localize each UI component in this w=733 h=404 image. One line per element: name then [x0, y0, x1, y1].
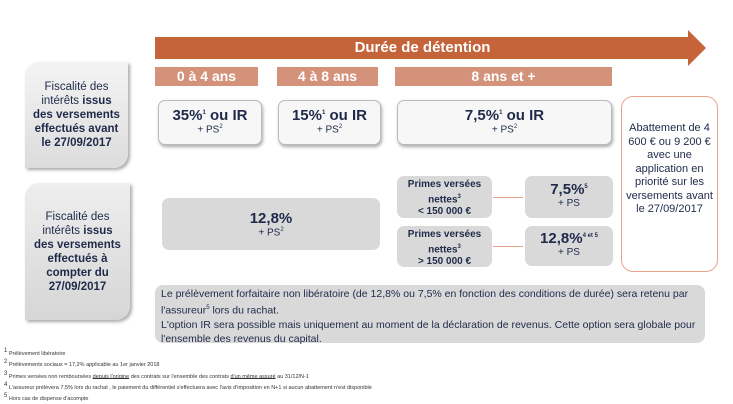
fn-text: depuis l'origine: [92, 373, 130, 380]
note-text: L'option IR sera possible mais uniquemen…: [161, 318, 696, 345]
period-0-4: 0 à 4 ans: [155, 67, 258, 86]
sup: 3: [457, 194, 461, 200]
sup: 2: [219, 124, 223, 130]
note-text: lors du rachat.: [209, 304, 279, 317]
fn-text: Primes versées non remboursées: [8, 373, 93, 380]
ps: + PS: [491, 124, 514, 136]
footnote: 3 Primes versées non remboursées depuis …: [4, 370, 372, 381]
footnote: 5 Hors cas de dispense d'acompte: [4, 392, 372, 403]
sup: 5: [584, 184, 588, 190]
tier-high-condition: Primes versées nettes3 > 150 000 €: [397, 226, 492, 267]
rate: 12,8%: [249, 210, 293, 227]
ps: + PS: [558, 198, 580, 209]
fn-text: d'un même assuré: [230, 373, 276, 380]
footnote: 4 L'assureur prélèvera 7,5% lors du rach…: [4, 381, 372, 392]
label-bold: issus des versements effectués à compter…: [34, 224, 121, 293]
rate-cell-8-plus: 7,5%1 ou IR + PS2: [397, 100, 612, 145]
row1-label: Fiscalité des intérêts issus des verseme…: [25, 62, 128, 168]
info-note: Le prélèvement forfaitaire non libératoi…: [155, 285, 705, 345]
sup: 1: [499, 110, 503, 116]
fn-text: des contrats sur l'ensemble des contrats: [129, 373, 231, 380]
label: Primes versées nettes: [407, 179, 482, 206]
rate: 7,5%: [464, 107, 500, 124]
label-text: Fiscalité des intérêts: [42, 210, 110, 237]
label: Primes versées nettes: [407, 229, 482, 256]
sup: 3: [457, 244, 461, 250]
fn-text: Hors cas de dispense d'acompte: [8, 396, 89, 403]
rate: 35%: [172, 107, 203, 124]
fn-num: 2: [4, 359, 8, 366]
holding-period-arrow: Durée de détention: [155, 37, 690, 59]
sup: 2: [513, 124, 518, 130]
fn-num: 1: [4, 348, 8, 354]
threshold: > 150 000 €: [417, 256, 472, 268]
ps: + PS: [197, 124, 220, 136]
sup: 5: [206, 305, 210, 311]
period-8-plus: 8 ans et +: [395, 67, 612, 86]
rate-cell-4-8: 15%1 ou IR + PS2: [278, 100, 381, 145]
footnote: 1 Prélèvement libératoire: [4, 347, 372, 358]
sup: 2: [338, 124, 343, 130]
sup: 1: [202, 110, 206, 116]
rate-cell-0-4: 35%1 ou IR + PS2: [158, 100, 262, 145]
sup: 4 et 5: [582, 233, 598, 239]
tier-high-rate: 12,8%4 et 5 + PS: [525, 226, 613, 266]
footnotes: 1 Prélèvement libératoire 2 Prélèvements…: [4, 347, 372, 404]
fn-num: 5: [4, 393, 8, 400]
arrow-title: Durée de détention: [354, 39, 491, 56]
fn-num: 4: [4, 381, 8, 388]
footnote: 2 Prélèvements sociaux = 17,2% applicabl…: [4, 358, 372, 369]
fn-text: Prélèvements sociaux = 17,2% applicable …: [8, 362, 160, 369]
suffix: ou IR: [502, 107, 545, 124]
rate: 7,5%: [550, 181, 585, 198]
ps: + PS: [258, 227, 281, 239]
period-4-8: 4 à 8 ans: [277, 67, 378, 86]
tier-low-rate: 7,5%5 + PS: [525, 176, 613, 218]
rate: 12,8%: [540, 230, 583, 247]
arrow-icon: [493, 197, 523, 198]
note-text: Le prélèvement forfaitaire non libératoi…: [161, 288, 689, 317]
ps: + PS: [558, 247, 580, 258]
abattement-box: Abattement de 4 600 € ou 9 200 € avec un…: [621, 96, 718, 272]
sup: 1: [322, 110, 326, 116]
threshold: < 150 000 €: [417, 206, 472, 218]
row2-label: Fiscalité des intérêts issus des verseme…: [25, 183, 130, 320]
arrow-icon: [493, 246, 523, 247]
rate: 15%: [291, 107, 322, 124]
tier-low-condition: Primes versées nettes3 < 150 000 €: [397, 176, 492, 218]
fn-text: L'assureur prélèvera 7,5% lors du rachat…: [8, 384, 372, 391]
label-bold: issus des versements effectués avant le …: [33, 95, 120, 149]
fn-text: au 31/12/N-1: [275, 373, 309, 380]
fn-text: Prélèvement libératoire: [8, 350, 66, 357]
suffix: ou IR: [205, 107, 248, 124]
ps: + PS: [316, 124, 339, 136]
label-text: Fiscalité des intérêts: [41, 81, 109, 107]
flat-rate-cell: 12,8% + PS2: [162, 198, 380, 250]
suffix: ou IR: [325, 107, 368, 124]
sup: 2: [280, 227, 284, 233]
arrow-head-icon: [688, 30, 706, 66]
fn-num: 3: [4, 370, 8, 377]
